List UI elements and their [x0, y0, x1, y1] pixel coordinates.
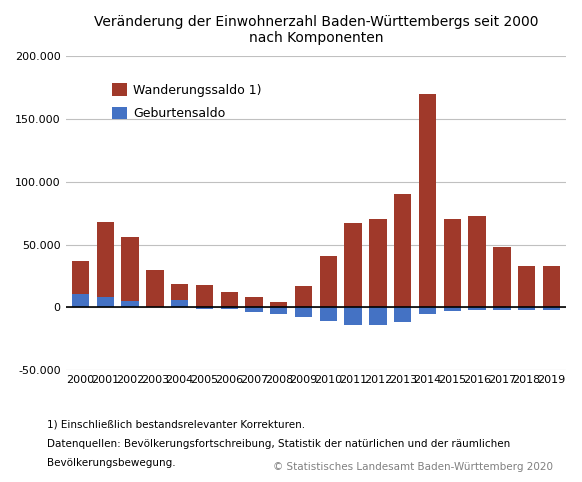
- Bar: [493, 308, 510, 310]
- Bar: [469, 308, 486, 310]
- Bar: [394, 194, 411, 308]
- Bar: [419, 94, 436, 308]
- Bar: [295, 286, 312, 308]
- Bar: [221, 292, 238, 308]
- Bar: [543, 266, 560, 308]
- Bar: [97, 297, 114, 308]
- Bar: [122, 301, 139, 308]
- Bar: [196, 285, 213, 308]
- Legend: Wanderungssaldo 1), Geburtensaldo: Wanderungssaldo 1), Geburtensaldo: [107, 78, 267, 125]
- Text: Bevölkerungsbewegung.: Bevölkerungsbewegung.: [47, 458, 175, 468]
- Bar: [295, 308, 312, 318]
- Bar: [419, 308, 436, 314]
- Bar: [97, 222, 114, 308]
- Bar: [245, 308, 262, 312]
- Title: Veränderung der Einwohnerzahl Baden-Württembergs seit 2000
nach Komponenten: Veränderung der Einwohnerzahl Baden-Würt…: [94, 15, 538, 45]
- Text: © Statistisches Landesamt Baden-Württemberg 2020: © Statistisches Landesamt Baden-Württemb…: [273, 462, 553, 472]
- Bar: [270, 302, 288, 308]
- Bar: [171, 283, 189, 308]
- Bar: [369, 308, 386, 325]
- Bar: [320, 256, 337, 308]
- Bar: [443, 219, 461, 308]
- Bar: [394, 308, 411, 322]
- Bar: [72, 294, 89, 308]
- Bar: [443, 308, 461, 311]
- Bar: [171, 300, 189, 308]
- Text: Datenquellen: Bevölkerungsfortschreibung, Statistik der natürlichen und der räum: Datenquellen: Bevölkerungsfortschreibung…: [47, 439, 510, 449]
- Bar: [146, 270, 164, 308]
- Bar: [72, 261, 89, 308]
- Bar: [518, 266, 535, 308]
- Bar: [493, 247, 510, 308]
- Bar: [320, 308, 337, 321]
- Bar: [245, 297, 262, 308]
- Text: 1) Einschließlich bestandsrelevanter Korrekturen.: 1) Einschließlich bestandsrelevanter Kor…: [47, 419, 305, 429]
- Bar: [518, 308, 535, 310]
- Bar: [122, 237, 139, 308]
- Bar: [345, 223, 362, 308]
- Bar: [369, 219, 386, 308]
- Bar: [270, 308, 288, 314]
- Bar: [345, 308, 362, 325]
- Bar: [469, 215, 486, 308]
- Bar: [543, 308, 560, 310]
